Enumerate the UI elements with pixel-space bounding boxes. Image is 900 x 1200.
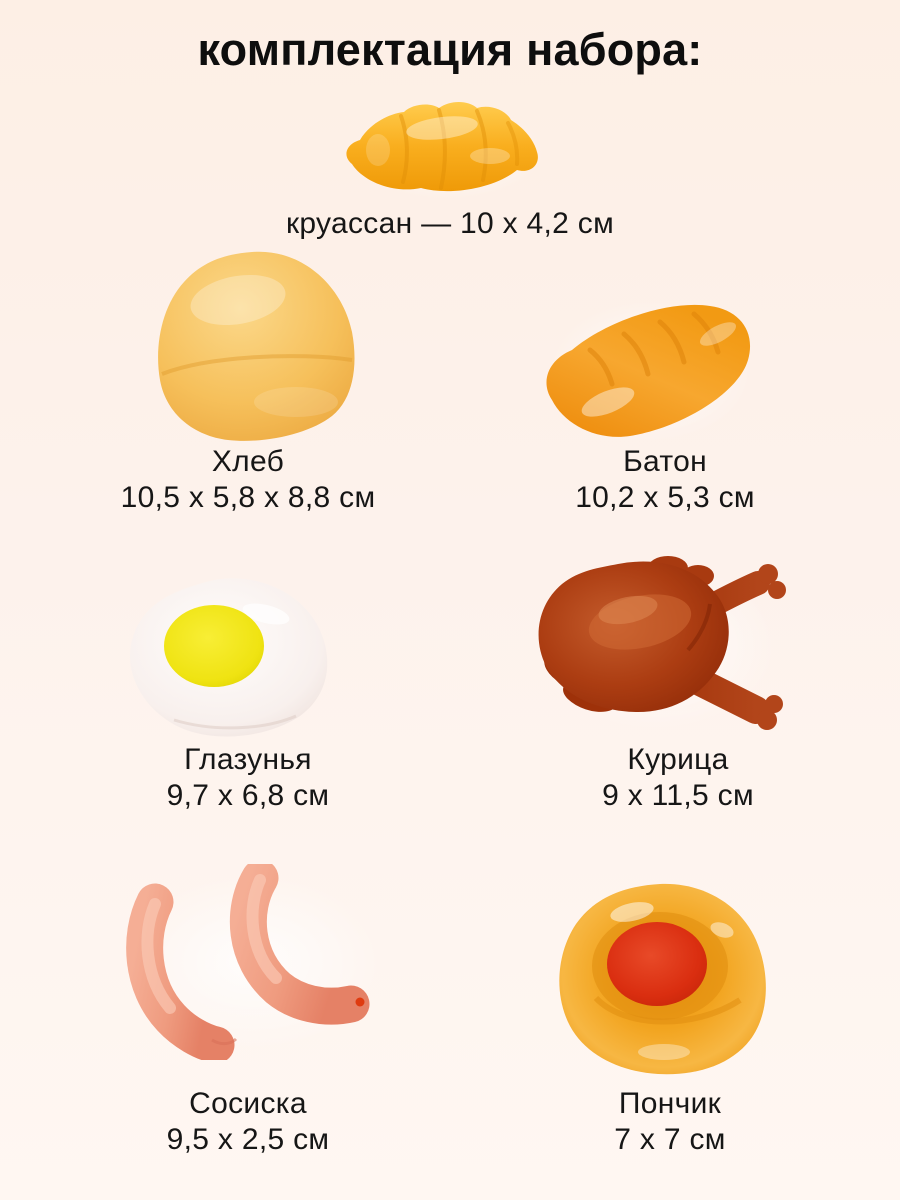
bread-name: Хлеб — [211, 445, 285, 478]
baton-image — [536, 292, 764, 450]
sausage-caption: Сосиска 9,5 х 2,5 см — [30, 1086, 466, 1158]
sausage-tip-hole — [355, 997, 365, 1007]
chicken-image — [520, 550, 790, 742]
donut-dimensions: 7 х 7 см — [614, 1123, 726, 1156]
croissant-caption: круассан — 10 х 4,2 см — [285, 207, 615, 240]
sausage-dimensions: 9,5 х 2,5 см — [166, 1123, 330, 1156]
baton-dimensions: 10,2 х 5,3 см — [575, 481, 755, 514]
sausage-name: Сосиска — [189, 1087, 307, 1120]
fried-egg-image — [114, 570, 342, 742]
donut-image — [544, 878, 782, 1076]
donut-name: Пончик — [618, 1087, 722, 1120]
egg-caption: Глазунья 9,7 х 6,8 см — [30, 742, 466, 814]
egg-yolk — [164, 605, 264, 687]
croissant-image — [338, 98, 556, 206]
bread-caption: Хлеб 10,5 х 5,8 х 8,8 см — [30, 444, 466, 516]
baton-name: Батон — [623, 445, 707, 478]
chicken-name: Курица — [627, 743, 729, 776]
chicken-caption: Курица 9 х 11,5 см — [460, 742, 896, 814]
donut-caption: Пончик 7 х 7 см — [460, 1086, 880, 1158]
egg-dimensions: 9,7 х 6,8 см — [166, 779, 330, 812]
baton-caption: Батон 10,2 х 5,3 см — [460, 444, 870, 516]
page-title: комплектация набора: — [197, 24, 703, 75]
sausages-image — [108, 864, 398, 1060]
chicken-dimensions: 9 х 11,5 см — [602, 779, 754, 812]
egg-name: Глазунья — [184, 743, 312, 776]
bread-image — [146, 246, 366, 452]
donut-jam-center — [607, 922, 707, 1006]
bread-dimensions: 10,5 х 5,8 х 8,8 см — [120, 481, 376, 514]
